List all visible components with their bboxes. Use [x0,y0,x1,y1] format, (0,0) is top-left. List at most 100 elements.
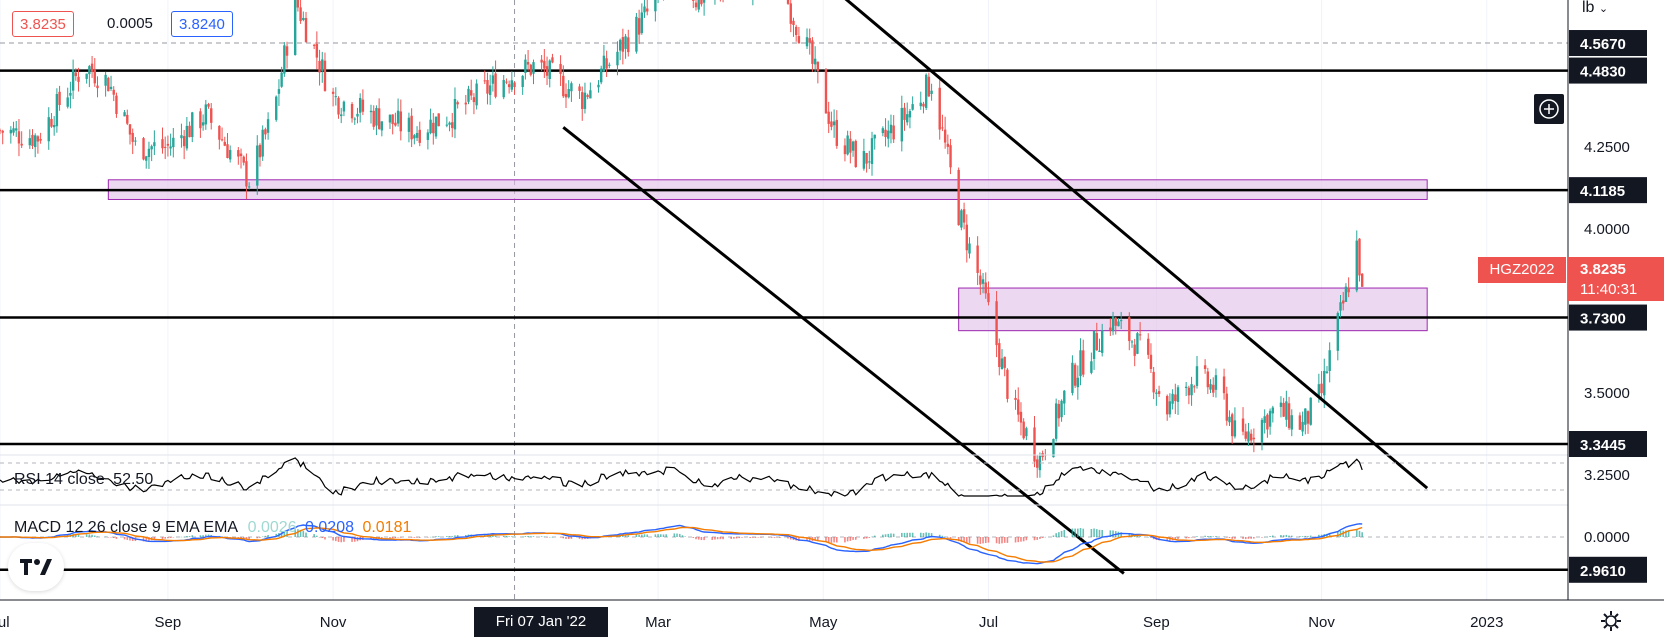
macd-histogram-bar [1136,535,1139,537]
candle-body [318,60,321,73]
candle-body [873,134,876,139]
candle-body [331,91,335,94]
macd-histogram-bar [492,535,494,537]
candle-body [627,37,630,53]
candle-body [31,134,34,146]
candle-body [90,63,94,72]
candle-body [1282,402,1285,417]
macd-histogram-bar [657,534,659,537]
macd-histogram-bar [903,532,906,537]
candle-body [643,6,646,13]
macd-histogram-bar [1361,532,1363,537]
candle-body [256,145,259,186]
rsi-legend[interactable]: RSI 14 close 52.50 [14,471,153,489]
candle-body [1247,431,1250,442]
candle-body [399,111,403,132]
macd-histogram-bar [735,537,738,539]
candle-body [813,58,817,65]
candle-body [1263,416,1266,423]
candle-body [356,113,359,117]
macd-histogram-bar [551,536,554,538]
candle-body [58,91,61,106]
candle-body [513,82,516,88]
candle-body [816,61,820,72]
add-level-button[interactable] [1534,94,1564,124]
candle-body [792,20,795,26]
candle-body [597,84,600,88]
candle-body [109,86,113,90]
candle-body [375,107,378,126]
macd-histogram-bar [787,537,789,539]
candle-body [1174,394,1177,402]
candle-body [299,7,302,22]
candle-body [832,121,836,126]
macd-histogram-bar [1328,533,1331,537]
candle-body [581,92,584,110]
candle-body [210,108,213,123]
candle-body [17,131,21,144]
candle-body [540,59,543,63]
macd-histogram-bar [928,532,930,537]
macd-histogram-bar [391,537,394,539]
macd-histogram-bar [1001,537,1003,544]
macd-histogram-bar [1285,534,1288,537]
candle-body [131,132,134,142]
candle-body [1052,438,1055,458]
candle-body [247,186,251,188]
candle-body [968,243,971,254]
candle-body [892,125,895,140]
candle-body [388,114,392,123]
macd-legend[interactable]: MACD 12 26 close 9 EMA EMA 0.0026 0.0208… [14,519,411,537]
macd-signal-value: 0.0181 [362,519,412,536]
candle-body [258,144,262,158]
candle-body [1090,361,1093,373]
candle-body [797,36,801,44]
candle-body [1165,396,1169,415]
tradingview-logo[interactable] [8,543,64,591]
candle-body [104,74,107,86]
candle-body [486,80,489,94]
countdown-label: 11:40:31 [1568,279,1664,301]
macd-histogram-bar [1309,535,1312,537]
candle-body [589,90,592,99]
candle-body [39,139,42,141]
candle-body [1214,375,1218,390]
candle-body [524,59,527,73]
macd-histogram-bar [562,537,565,539]
macd-histogram-bar [1196,536,1198,537]
candle-body [77,76,80,82]
candle-body [1309,397,1312,425]
candle-body [1260,419,1264,443]
macd-histogram-bar [730,537,732,539]
horizontal-levels [0,69,1568,572]
macd-histogram-bar [1247,537,1250,539]
macd-histogram-bar [77,534,80,537]
candle-body [182,136,186,147]
macd-histogram-bar [1301,536,1304,537]
candle-body [1187,387,1191,396]
candle-body [1203,365,1207,370]
candle-body [526,61,530,65]
unit-selector[interactable]: lb ⌄ [1582,0,1608,17]
settings-button[interactable] [1596,606,1626,636]
ask-box[interactable]: 3.8240 [171,11,233,37]
candle-body [1241,418,1245,432]
candle-body [372,110,375,127]
candle-body [172,137,175,148]
bid-box[interactable]: 3.8235 [12,11,74,37]
macd-histogram-bar [131,537,134,541]
candle-body [962,209,966,223]
macd-histogram-bar [624,534,627,537]
candle-body [640,12,644,34]
candle-body [646,8,649,12]
candle-body [510,80,514,90]
candle-body [567,88,570,98]
candle-body [635,16,638,52]
macd-hist-value: 0.0026 [247,519,297,536]
macd-histogram-bar [884,534,887,537]
macd-histogram-bar [123,537,126,540]
macd-histogram-bar [167,537,169,539]
macd-histogram-bar [984,537,987,544]
macd-histogram-bar [186,536,188,537]
